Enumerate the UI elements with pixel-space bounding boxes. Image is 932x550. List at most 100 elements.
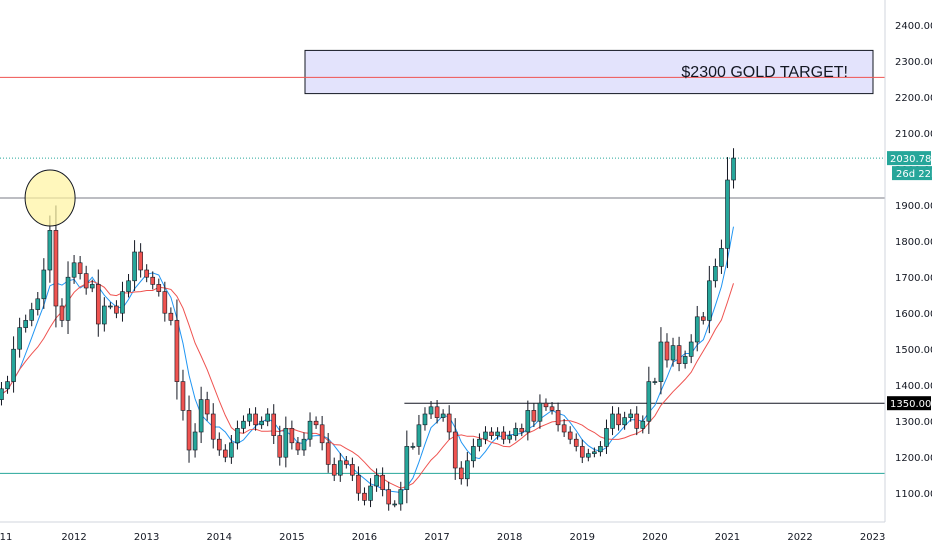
candle-body xyxy=(102,305,107,325)
candle-body xyxy=(465,460,470,480)
candle-body xyxy=(598,446,603,453)
candle-body xyxy=(592,451,597,454)
candle-body xyxy=(162,291,168,314)
price-tick-label: 1100.000 xyxy=(895,489,932,500)
annotation-text: $2300 GOLD TARGET! xyxy=(681,64,848,81)
time-tick-label: 2012 xyxy=(61,532,86,543)
candle-body xyxy=(337,460,343,476)
candle-body xyxy=(731,157,736,181)
candle-body xyxy=(549,406,555,411)
candle-body xyxy=(380,474,385,490)
time-tick-label: 2016 xyxy=(352,532,377,543)
candle-body xyxy=(725,179,730,249)
candle-body xyxy=(537,402,543,422)
candle-body xyxy=(350,464,355,476)
candle-body xyxy=(247,413,252,422)
candle-body xyxy=(192,431,198,451)
time-tick-label: 2020 xyxy=(642,532,667,543)
last-price-tag: 2030.787 xyxy=(887,151,932,166)
candle-body xyxy=(156,284,162,292)
candle-body xyxy=(204,399,210,415)
candle-body xyxy=(83,273,89,289)
price-tick-label: 2100.000 xyxy=(895,129,932,140)
candle-body xyxy=(132,251,137,282)
candle-body xyxy=(416,424,422,447)
candle-body xyxy=(95,284,101,325)
candle-body xyxy=(640,420,646,429)
candle-body xyxy=(392,503,398,506)
candle-body xyxy=(507,435,512,440)
price-tick-label: 1300.000 xyxy=(895,417,932,428)
candle-body xyxy=(719,248,724,267)
candle-body xyxy=(277,435,283,458)
candle-body xyxy=(404,446,410,490)
candle-body xyxy=(458,467,464,480)
candle-body xyxy=(89,284,95,289)
candle-body xyxy=(422,413,428,426)
candle-body xyxy=(235,428,240,444)
candle-body xyxy=(573,438,579,447)
time-tick-label: 2023 xyxy=(860,532,885,543)
candle-body xyxy=(319,424,325,444)
candle-body xyxy=(440,413,446,418)
candle-body xyxy=(253,413,258,426)
candle-body xyxy=(688,341,694,357)
candle-body xyxy=(561,424,567,433)
candle-body xyxy=(489,431,494,436)
candle-body xyxy=(513,428,519,436)
level-price-tag: 1350.000 xyxy=(887,396,932,411)
candle-body xyxy=(713,266,718,282)
candle-body xyxy=(344,460,349,465)
candle-body xyxy=(495,431,500,436)
price-tick-label: 1900.000 xyxy=(895,201,932,212)
price-tick-label: 1500.000 xyxy=(895,345,932,356)
candle-body xyxy=(295,442,301,451)
candle-body xyxy=(0,388,4,400)
candle-body xyxy=(483,431,488,440)
candle-body xyxy=(223,449,228,458)
candle-body xyxy=(398,489,404,505)
candle-body xyxy=(229,442,234,458)
candle-body xyxy=(362,492,367,501)
candle-body xyxy=(210,413,216,440)
candle-body xyxy=(174,320,180,382)
price-tick-label: 2200.000 xyxy=(895,93,932,104)
time-tick-label: 2021 xyxy=(715,532,740,543)
candle-body xyxy=(53,230,59,307)
candle-body xyxy=(477,438,482,447)
candle-body xyxy=(428,406,434,415)
candle-body xyxy=(610,413,615,429)
candle-body xyxy=(567,431,573,440)
svg-text:26d 22h: 26d 22h xyxy=(896,169,932,180)
candle-body xyxy=(519,428,525,433)
price-tick-label: 1400.000 xyxy=(895,381,932,392)
candle-body xyxy=(150,276,156,285)
candle-body xyxy=(47,230,53,271)
price-axis: 1100.000 1200.000 1300.000 1400.000 1500.000… xyxy=(895,21,932,500)
candle-body xyxy=(59,305,65,321)
candle-body xyxy=(604,428,609,447)
candle-body xyxy=(374,474,379,487)
candle-body xyxy=(700,316,706,321)
candle-body xyxy=(186,410,192,451)
price-tick-label: 1600.000 xyxy=(895,309,932,320)
candle-body xyxy=(5,381,10,390)
candle-body xyxy=(259,420,264,426)
candle-body xyxy=(386,489,391,505)
candle-body xyxy=(271,413,277,436)
svg-text:1350.000: 1350.000 xyxy=(890,399,932,410)
time-tick-label: 2015 xyxy=(279,532,304,543)
candle-body xyxy=(216,438,222,451)
moving-average-fast xyxy=(1,226,734,494)
price-tick-label: 1200.000 xyxy=(895,453,932,464)
time-tick-label: 2018 xyxy=(497,532,522,543)
candle-body xyxy=(41,269,47,300)
price-tick-label: 1800.000 xyxy=(895,237,932,248)
candle-body xyxy=(198,399,204,433)
price-tick-label: 2400.000 xyxy=(895,21,932,32)
price-tick-label: 2300.000 xyxy=(895,57,932,68)
candle-body xyxy=(676,345,682,364)
candle-body xyxy=(646,381,652,422)
candle-body xyxy=(634,413,640,429)
